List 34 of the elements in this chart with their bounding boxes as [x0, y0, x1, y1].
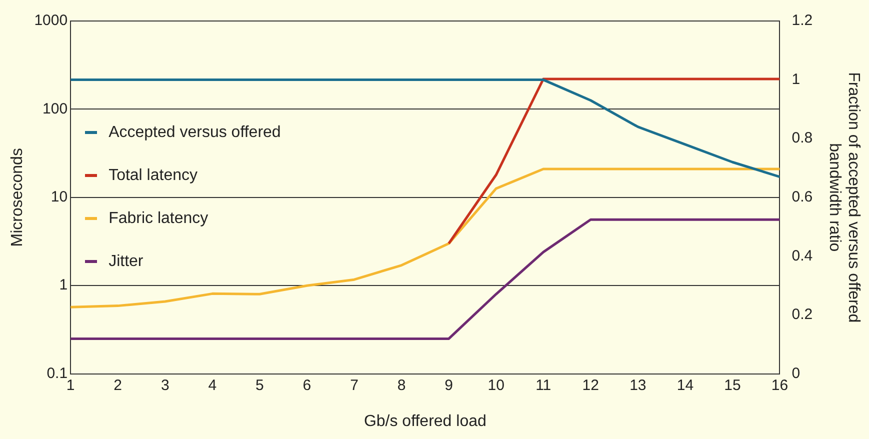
- x-tick-label: 4: [208, 376, 217, 394]
- x-tick-label: 6: [302, 376, 312, 394]
- y2-tick-label: 0.8: [792, 130, 813, 147]
- y2-tick-label: 0: [792, 364, 800, 382]
- x-tick-label: 9: [444, 376, 453, 394]
- x-tick-label: 2: [114, 376, 122, 394]
- y2-axis-title: Fraction of accepted versus offered bandwidth ratio: [826, 72, 862, 323]
- y2-tick-label: 1.2: [792, 12, 813, 30]
- y2-tick-label: 0.6: [792, 188, 813, 206]
- x-tick-label: 10: [488, 376, 504, 394]
- x-tick-label: 8: [397, 376, 406, 394]
- x-tick-label: 11: [536, 376, 552, 394]
- x-tick-label: 14: [676, 376, 694, 394]
- x-tick-label: 7: [350, 376, 358, 394]
- x-tick-label: 5: [256, 376, 264, 394]
- x-tick-label: 15: [724, 376, 741, 394]
- legend-label: Accepted versus offered: [108, 124, 281, 142]
- y-tick-label: 100: [42, 100, 68, 118]
- y-tick-label: 1: [59, 276, 68, 294]
- x-tick-label: 16: [771, 376, 788, 394]
- legend-label: Total latency: [108, 166, 198, 184]
- y-tick-label: 10: [50, 188, 68, 206]
- y-tick-label: 1000: [34, 12, 68, 30]
- x-tick-label: 3: [160, 376, 170, 394]
- legend-label: Jitter: [108, 252, 144, 270]
- y2-tick-label: 1: [792, 70, 800, 88]
- x-axis-title: Gb/s offered load: [364, 412, 486, 430]
- x-tick-label: 12: [582, 376, 599, 394]
- y-tick-label: 0.1: [46, 364, 68, 382]
- legend-label: Fabric latency: [108, 210, 208, 228]
- x-tick-label: 13: [630, 376, 646, 394]
- y-axis-title: Microseconds: [9, 148, 26, 247]
- y2-tick-label: 0.4: [792, 247, 813, 264]
- y2-tick-label: 0.2: [792, 306, 813, 324]
